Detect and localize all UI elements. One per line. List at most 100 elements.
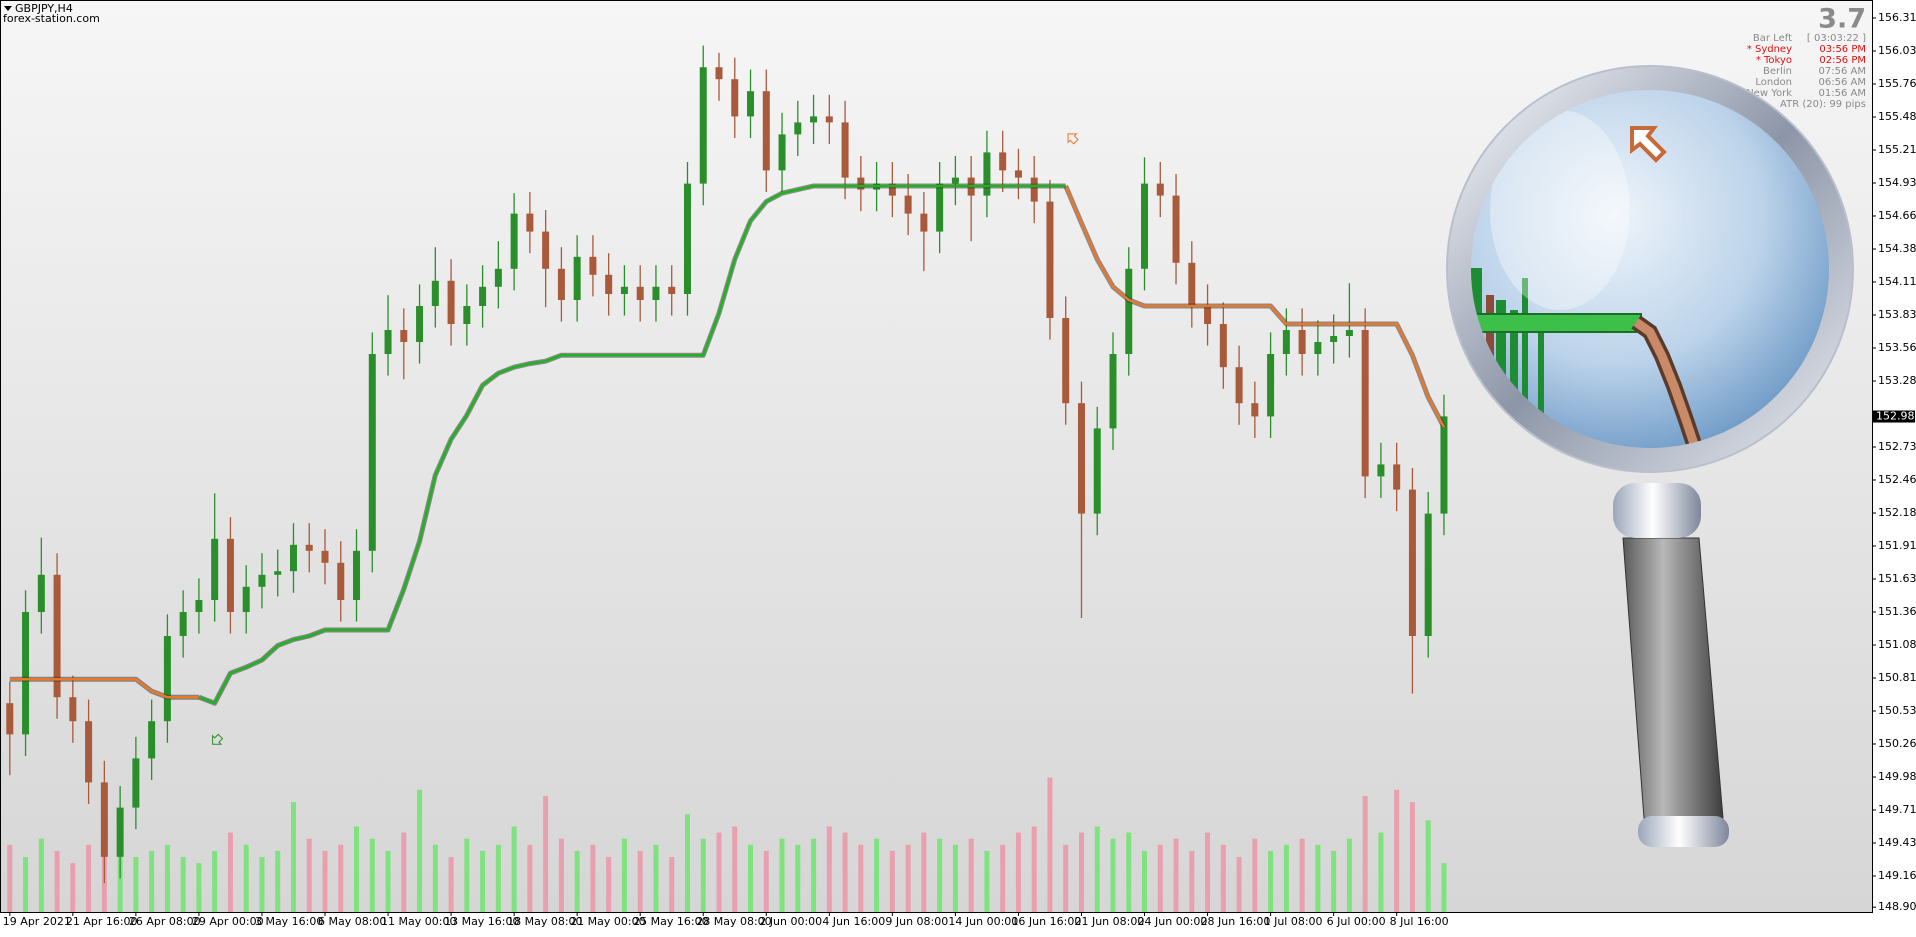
candle-body [589, 256, 597, 275]
candle-body [920, 213, 928, 232]
volume-bar [748, 844, 754, 912]
x-tick-label: 21 May 00:00 [570, 915, 645, 928]
candle-body [163, 636, 171, 722]
volume-bar [480, 850, 486, 912]
candle-body [825, 116, 833, 123]
stop-line [198, 184, 1066, 705]
volume-bar [417, 789, 423, 912]
x-tick-label: 25 May 16:00 [633, 915, 708, 928]
volume-bar [889, 850, 895, 912]
candle-body [1077, 403, 1085, 514]
clock-value: 03:56 PM [1819, 44, 1866, 55]
volume-bar [684, 814, 690, 912]
candle-body [1440, 416, 1448, 514]
candle-body [431, 280, 439, 306]
magnifier [1446, 65, 1854, 847]
candle-body [494, 268, 502, 287]
volume-bar [1331, 850, 1337, 912]
volume-bar [1378, 832, 1384, 912]
volume-bar [401, 832, 407, 912]
candle-body [794, 122, 802, 135]
clock-value: 02:56 PM [1819, 55, 1866, 66]
volume-bar [1000, 844, 1006, 912]
candle-body [274, 571, 282, 575]
volume-bar [38, 838, 44, 912]
candle-body [620, 286, 628, 294]
y-tick-label: 156.310 [1878, 11, 1916, 24]
candle-body [195, 600, 203, 612]
candle-body [983, 152, 991, 196]
volume-bar [543, 795, 549, 912]
candle-body [368, 354, 376, 551]
volume-bar [558, 838, 564, 912]
y-tick-label: 151.085 [1878, 638, 1916, 651]
volume-bar [1189, 850, 1195, 912]
volume-bar [1283, 844, 1289, 912]
candle-body [1408, 489, 1416, 636]
candle-body [747, 91, 755, 117]
candle-body [1141, 183, 1149, 269]
volume-bar [984, 850, 990, 912]
volume-bar [133, 857, 139, 912]
candle-body [69, 697, 77, 722]
y-tick-label: 150.535 [1878, 704, 1916, 717]
y-tick-label: 150.810 [1878, 671, 1916, 684]
volume-bar [858, 844, 864, 912]
volume-bar [1157, 844, 1163, 912]
y-tick-label: 148.900 [1878, 900, 1916, 913]
symbol-menu-icon[interactable] [4, 6, 12, 11]
volume-bar [1362, 795, 1368, 912]
volume-bar [842, 832, 848, 912]
candle-body [936, 183, 944, 232]
volume-bar [1346, 838, 1352, 912]
candle-body [1298, 330, 1306, 354]
volume-bar [227, 832, 233, 912]
candle-body [463, 306, 471, 324]
candle-body [762, 91, 770, 171]
volume-bar [322, 850, 328, 912]
clock-label: New York [1746, 88, 1792, 99]
volume-bar [621, 838, 627, 912]
last-price-box [1873, 410, 1915, 423]
volume-bar [779, 838, 785, 912]
candle-body [1282, 330, 1290, 354]
volume-bar [968, 838, 974, 912]
volume-bar [1015, 832, 1021, 912]
x-tick-label: 21 Apr 16:00 [66, 915, 138, 928]
volume-bar [1031, 826, 1037, 912]
volume-bar [196, 863, 202, 912]
volume-bar [1126, 832, 1132, 912]
volume-bar [180, 857, 186, 912]
volume-bar [811, 838, 817, 912]
volume-bar [1094, 826, 1100, 912]
y-tick-label: 154.385 [1878, 242, 1916, 255]
candle-body [731, 79, 739, 117]
x-tick-label: 28 May 08:00 [696, 915, 771, 928]
volume-bar [1205, 832, 1211, 912]
volume-bar [164, 844, 170, 912]
x-tick-label: 18 May 08:00 [507, 915, 582, 928]
atr: ATR (20): 99 pips [1780, 99, 1866, 110]
candle-body [1188, 262, 1196, 306]
x-tick-label: 24 Jun 00:00 [1138, 915, 1208, 928]
volume-bar [527, 844, 533, 912]
x-tick-label: 21 Jun 08:00 [1074, 915, 1144, 928]
volume-bar [54, 850, 60, 912]
candle-body [1361, 330, 1369, 477]
volume-bar [275, 850, 281, 912]
signal-arrow [212, 733, 224, 745]
y-tick-label: 154.110 [1878, 275, 1916, 288]
symbol: GBPJPY,H4 [15, 2, 73, 15]
y-tick-label: 155.760 [1878, 77, 1916, 90]
candle-body [810, 116, 818, 123]
clock-label: * Tokyo [1756, 55, 1792, 66]
volume-bar [590, 844, 596, 912]
candle-body [683, 183, 691, 294]
y-tick-label: 151.910 [1878, 539, 1916, 552]
candle-body [510, 213, 518, 269]
x-tick-label: 3 May 16:00 [255, 915, 323, 928]
y-tick-label: 153.835 [1878, 308, 1916, 321]
candle-body [6, 703, 14, 735]
candle-body [116, 807, 124, 857]
